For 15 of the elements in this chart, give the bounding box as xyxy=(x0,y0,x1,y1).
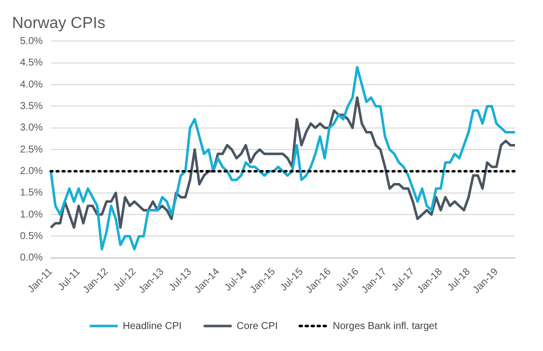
legend-label: Norges Bank infl. target xyxy=(332,320,438,332)
y-tick-label: 0.5% xyxy=(20,230,43,242)
y-tick-label: 1.5% xyxy=(20,188,43,199)
y-tick-label: 2.5% xyxy=(20,144,43,156)
y-tick-label: 3.0% xyxy=(20,122,43,134)
y-tick-label: 0.0% xyxy=(20,252,43,264)
y-tick-label: 5.0% xyxy=(20,36,43,47)
y-tick-label: 2.0% xyxy=(20,166,43,177)
y-tick-label: 1.0% xyxy=(20,209,43,220)
legend-label: Headline CPI xyxy=(122,320,182,332)
chart-title: Norway CPIs xyxy=(12,15,106,32)
y-tick-label: 4.0% xyxy=(20,79,43,90)
legend-label: Core CPI xyxy=(236,320,278,332)
y-tick-label: 3.5% xyxy=(20,100,43,112)
y-tick-label: 4.5% xyxy=(20,58,43,69)
